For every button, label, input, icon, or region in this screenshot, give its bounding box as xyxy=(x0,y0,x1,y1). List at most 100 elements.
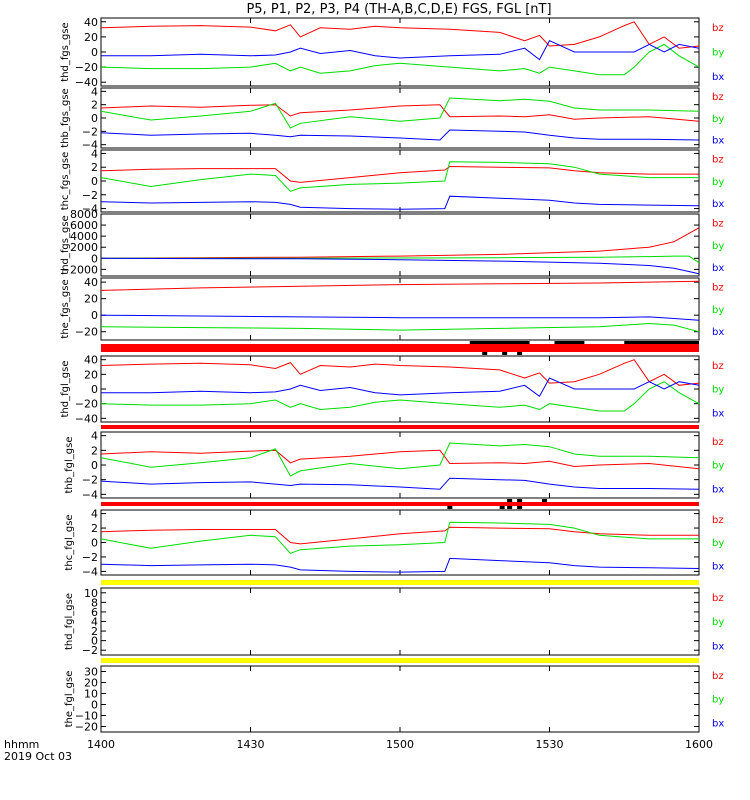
flag-tick xyxy=(447,506,453,509)
panel-ylabel: thc_fgl_gse xyxy=(64,514,75,570)
legend-by: by xyxy=(712,461,724,472)
panel-ylabel: thd_fgs_gse xyxy=(60,22,71,81)
y-tick-label: 0 xyxy=(91,459,98,472)
panel-ylabel: thb_fgs_gse xyxy=(60,88,71,147)
series-bx-line xyxy=(100,477,700,490)
y-tick-label: 20 xyxy=(84,31,98,44)
flag-bar-4 xyxy=(101,580,699,585)
y-tick-label: 0 xyxy=(91,175,98,188)
series-bx-line xyxy=(100,195,700,210)
legend-bx: bx xyxy=(712,135,724,146)
legend-bz: bz xyxy=(712,361,724,372)
x-axis-label-hhmm: hhmm xyxy=(4,738,39,751)
y-tick-label: −4 xyxy=(82,565,98,578)
y-tick-label: −40 xyxy=(75,412,98,425)
panel-frame xyxy=(100,665,700,733)
y-tick-label: 2 xyxy=(91,161,98,174)
series-bx-line xyxy=(100,129,700,141)
y-tick-label: −20 xyxy=(75,326,98,339)
flag-bar xyxy=(101,425,699,429)
panel-7: −4−2 0 24 thb_fgl_gse bz by bx xyxy=(64,430,724,502)
y-tick-label: −4 xyxy=(82,203,98,216)
panel-5: −20 0 20 40 the_fgs_gse bz by bx xyxy=(60,276,724,341)
y-tick-label: 30 xyxy=(84,666,98,679)
y-tick-label: 8 xyxy=(91,596,98,609)
y-tick-label: −2 xyxy=(82,551,98,564)
series-bz-line xyxy=(100,449,700,470)
flag-bar-2 xyxy=(101,425,699,429)
time-axis: hhmm 2019 Oct 03 1400 1430 1500 1530 1600 xyxy=(4,738,713,763)
y-tick-label: −2 xyxy=(82,474,98,487)
x-tick-label: 1600 xyxy=(685,738,713,751)
flag-bar xyxy=(101,580,699,585)
y-tick-label: 0 xyxy=(91,252,98,265)
legend-by: by xyxy=(712,241,724,252)
legend-by: by xyxy=(712,538,724,549)
series-bx-line xyxy=(101,40,700,61)
series-by-line xyxy=(100,97,700,129)
panel-ylabel: thd_fgs_gse xyxy=(60,215,71,274)
flag-tick xyxy=(499,506,505,509)
y-tick-label: −20 xyxy=(75,721,98,734)
y-tick-label: 0 xyxy=(91,383,98,396)
flag-bar xyxy=(101,658,699,663)
legend-bz: bz xyxy=(712,593,724,604)
y-tick-label: −2 xyxy=(82,125,98,138)
series-bx-line xyxy=(101,377,700,398)
series-bz-line xyxy=(100,165,699,183)
legend-bz: bz xyxy=(712,437,724,448)
flag-segment xyxy=(507,499,513,502)
flag-bar xyxy=(101,502,699,506)
y-tick-label: 4 xyxy=(91,147,98,160)
y-tick-label: 0 xyxy=(91,537,98,550)
legend-bx: bx xyxy=(712,562,724,573)
legend-bx: bx xyxy=(712,484,724,495)
flag-tick xyxy=(502,352,508,355)
y-tick-label: 4 xyxy=(91,508,98,521)
y-tick-label: 0 xyxy=(91,112,98,125)
legend-bx: bx xyxy=(712,72,724,83)
panel-8: −4−20 24 thc_fgl_gse bz by bx xyxy=(64,508,724,579)
y-tick-label: 20 xyxy=(84,368,98,381)
y-tick-label: 40 xyxy=(84,16,98,29)
legend-by: by xyxy=(712,177,724,188)
y-tick-label: 0 xyxy=(91,309,98,322)
x-tick-label: 1530 xyxy=(536,738,564,751)
y-tick-label: 0 xyxy=(91,46,98,59)
y-tick-label: 4 xyxy=(91,430,98,443)
y-tick-label: 20 xyxy=(84,677,98,690)
y-tick-label: 4 xyxy=(91,616,98,629)
y-tick-label: −40 xyxy=(75,76,98,89)
series-bz-line xyxy=(100,21,700,49)
panel-ylabel: the_fgl_gse xyxy=(64,671,75,728)
y-tick-label: 40 xyxy=(84,276,98,289)
y-tick-label: 4 xyxy=(91,85,98,98)
flag-tick xyxy=(517,352,523,355)
flag-bar-5 xyxy=(101,658,699,663)
panel-frame xyxy=(100,277,700,341)
y-tick-label: −4 xyxy=(82,488,98,501)
y-tick-label: 40 xyxy=(84,354,98,367)
y-tick-label: 10 xyxy=(84,688,98,701)
legend-bz: bz xyxy=(712,92,724,103)
legend-bx: bx xyxy=(712,408,724,419)
series-bz-line xyxy=(100,526,699,545)
y-tick-label: 6000 xyxy=(70,219,98,232)
legend-bx: bx xyxy=(712,199,724,210)
legend-bx: bx xyxy=(712,327,724,338)
panel-ylabel: thb_fgl_gse xyxy=(64,437,75,494)
legend-by: by xyxy=(712,385,724,396)
x-axis-label-date: 2019 Oct 03 xyxy=(4,750,72,763)
flag-segment xyxy=(554,341,585,344)
legend-by: by xyxy=(712,617,724,628)
panel-1: −40 −20 0 20 40 thd_fgs_gse bz by bx xyxy=(60,16,724,89)
y-tick-label: −10 xyxy=(75,710,98,723)
panel-ylabel: thd_fgl_gse xyxy=(60,361,71,418)
flag-segment xyxy=(542,499,548,502)
series-bz-line xyxy=(100,227,700,259)
